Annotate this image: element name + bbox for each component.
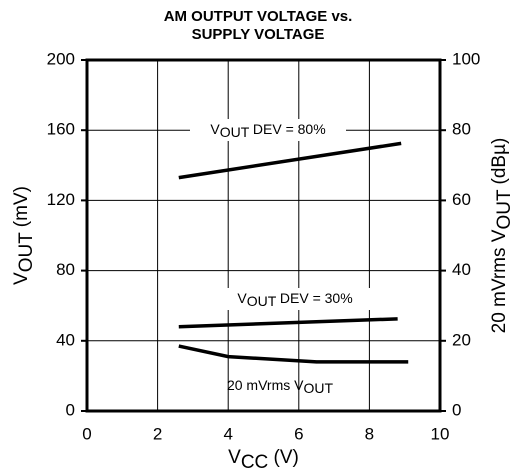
x-tick-label: 10 [431,424,450,443]
series-label: VOUT DEV = 80% [210,121,325,141]
chart-title: SUPPLY VOLTAGE [192,26,325,43]
label-bg [190,119,346,141]
y-tick-label: 80 [56,260,75,279]
y2-tick-label: 80 [452,120,471,139]
y-tick-label: 0 [66,400,75,419]
x-tick-label: 8 [365,424,374,443]
series-line [178,141,402,180]
series-label: 20 mVrms VOUT [227,377,334,397]
y2-axis-label: 20 mVrms VOUT (dBµ) [489,138,515,334]
x-tick-label: 6 [294,424,303,443]
plot-frame [85,58,442,413]
y-tick-label: 200 [47,49,75,68]
x-axis-label: VCC (V) [228,447,299,473]
y-axis-label: VOUT (mV) [11,186,37,285]
series-line [178,317,398,329]
chart-title: AM OUTPUT VOLTAGE vs. [164,8,353,25]
y2-tick-label: 40 [452,260,471,279]
y2-tick-label: 20 [452,330,471,349]
series-line [178,344,409,364]
y-tick-label: 120 [47,190,75,209]
y2-tick-label: 0 [452,400,461,419]
x-tick-label: 0 [82,424,91,443]
x-tick-label: 2 [153,424,162,443]
label-bg [217,288,373,310]
series-label: VOUT DEV = 30% [237,290,352,310]
y2-tick-label: 100 [452,49,480,68]
y-tick-label: 160 [47,120,75,139]
y2-tick-label: 60 [452,190,471,209]
y-tick-label: 40 [56,330,75,349]
x-tick-label: 4 [223,424,232,443]
